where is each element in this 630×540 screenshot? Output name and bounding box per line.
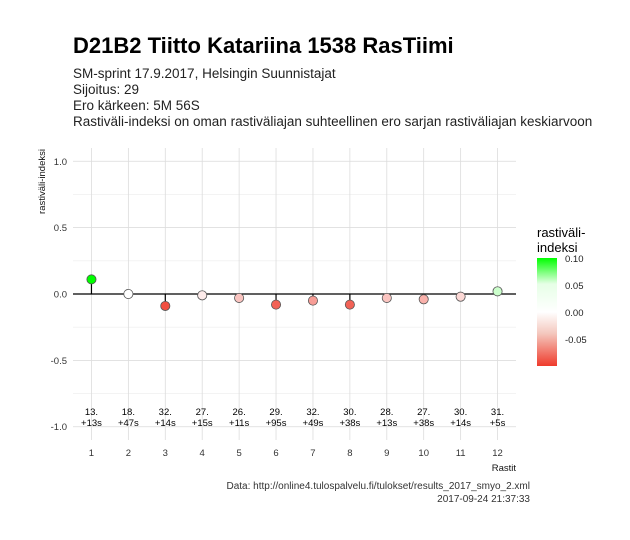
x-tick-label: 4 bbox=[200, 448, 205, 459]
point-label-diff: +95s bbox=[266, 418, 287, 429]
index-point bbox=[455, 291, 466, 302]
subtitle-rank: Sijoitus: 29 bbox=[73, 82, 140, 97]
legend-tick-label: 0.10 bbox=[565, 254, 584, 265]
point-label-rank: 27. bbox=[196, 407, 209, 418]
legend-tick-label: -0.05 bbox=[565, 335, 587, 346]
legend-tick-label: 0.05 bbox=[565, 281, 584, 292]
x-tick-label: 6 bbox=[273, 448, 278, 459]
subtitle-gap: Ero kärkeen: 5M 56S bbox=[73, 98, 200, 113]
legend-title-line1: rastiväli- bbox=[537, 225, 586, 240]
point-label-rank: 26. bbox=[233, 407, 246, 418]
point-label-rank: 29. bbox=[269, 407, 282, 418]
data-source-caption: Data: http://online4.tulospalvelu.fi/tul… bbox=[226, 481, 530, 492]
index-point bbox=[418, 294, 429, 305]
y-tick-label: 1.0 bbox=[54, 157, 67, 168]
index-point bbox=[123, 288, 134, 299]
y-tick-label: 0.0 bbox=[54, 290, 67, 301]
x-tick-label: 9 bbox=[384, 448, 389, 459]
point-label-diff: +14s bbox=[450, 418, 471, 429]
point-label-rank: 13. bbox=[85, 407, 98, 418]
point-label-diff: +49s bbox=[303, 418, 324, 429]
x-axis-label: Rastit bbox=[492, 463, 517, 474]
point-label-diff: +11s bbox=[229, 418, 249, 429]
point-label-rank: 32. bbox=[159, 407, 172, 418]
x-tick-label: 2 bbox=[126, 448, 131, 459]
point-label-rank: 18. bbox=[122, 407, 135, 418]
index-point bbox=[271, 299, 282, 310]
point-label-rank: 30. bbox=[343, 407, 356, 418]
point-label-diff: +38s bbox=[413, 418, 434, 429]
x-tick-label: 5 bbox=[236, 448, 241, 459]
x-tick-label: 7 bbox=[310, 448, 315, 459]
x-tick-label: 3 bbox=[163, 448, 168, 459]
chart-title: D21B2 Tiitto Katariina 1538 RasTiimi bbox=[73, 33, 454, 58]
x-tick-label: 10 bbox=[418, 448, 429, 459]
point-label-rank: 28. bbox=[380, 407, 393, 418]
legend-title: rastiväli- indeksi bbox=[537, 225, 585, 255]
y-tick-label: -1.0 bbox=[51, 422, 67, 433]
point-label-rank: 30. bbox=[454, 407, 467, 418]
index-point bbox=[381, 292, 392, 303]
point-label-rank: 32. bbox=[306, 407, 319, 418]
point-label-rank: 27. bbox=[417, 407, 430, 418]
point-label-rank: 31. bbox=[491, 407, 504, 418]
legend-color-bar bbox=[537, 258, 557, 366]
index-point bbox=[197, 290, 208, 301]
y-tick-label: -0.5 bbox=[51, 356, 67, 367]
point-label-diff: +14s bbox=[155, 418, 176, 429]
timestamp-caption: 2017-09-24 21:37:33 bbox=[437, 494, 530, 505]
legend-title-line2: indeksi bbox=[537, 240, 578, 255]
point-label-diff: +5s bbox=[490, 418, 506, 429]
point-label-diff: +47s bbox=[118, 418, 139, 429]
x-tick-label: 8 bbox=[347, 448, 352, 459]
index-point bbox=[86, 274, 97, 285]
subtitle-description: Rastiväli-indeksi on oman rastiväliajan … bbox=[73, 114, 593, 129]
index-point bbox=[234, 292, 245, 303]
index-point bbox=[307, 295, 318, 306]
index-point bbox=[160, 300, 171, 311]
y-tick-label: 0.5 bbox=[54, 223, 67, 234]
index-point bbox=[492, 286, 503, 297]
x-tick-label: 12 bbox=[492, 448, 503, 459]
point-label-diff: +38s bbox=[339, 418, 360, 429]
legend-tick-label: 0.00 bbox=[565, 308, 584, 319]
x-tick-label: 1 bbox=[89, 448, 94, 459]
x-tick-label: 11 bbox=[456, 448, 466, 459]
point-label-diff: +13s bbox=[81, 418, 102, 429]
index-point bbox=[344, 299, 355, 310]
y-axis-label: rastiväli-indeksi bbox=[37, 149, 48, 214]
subtitle-event: SM-sprint 17.9.2017, Helsingin Suunnista… bbox=[73, 66, 336, 81]
point-label-diff: +15s bbox=[192, 418, 213, 429]
point-label-diff: +13s bbox=[376, 418, 397, 429]
